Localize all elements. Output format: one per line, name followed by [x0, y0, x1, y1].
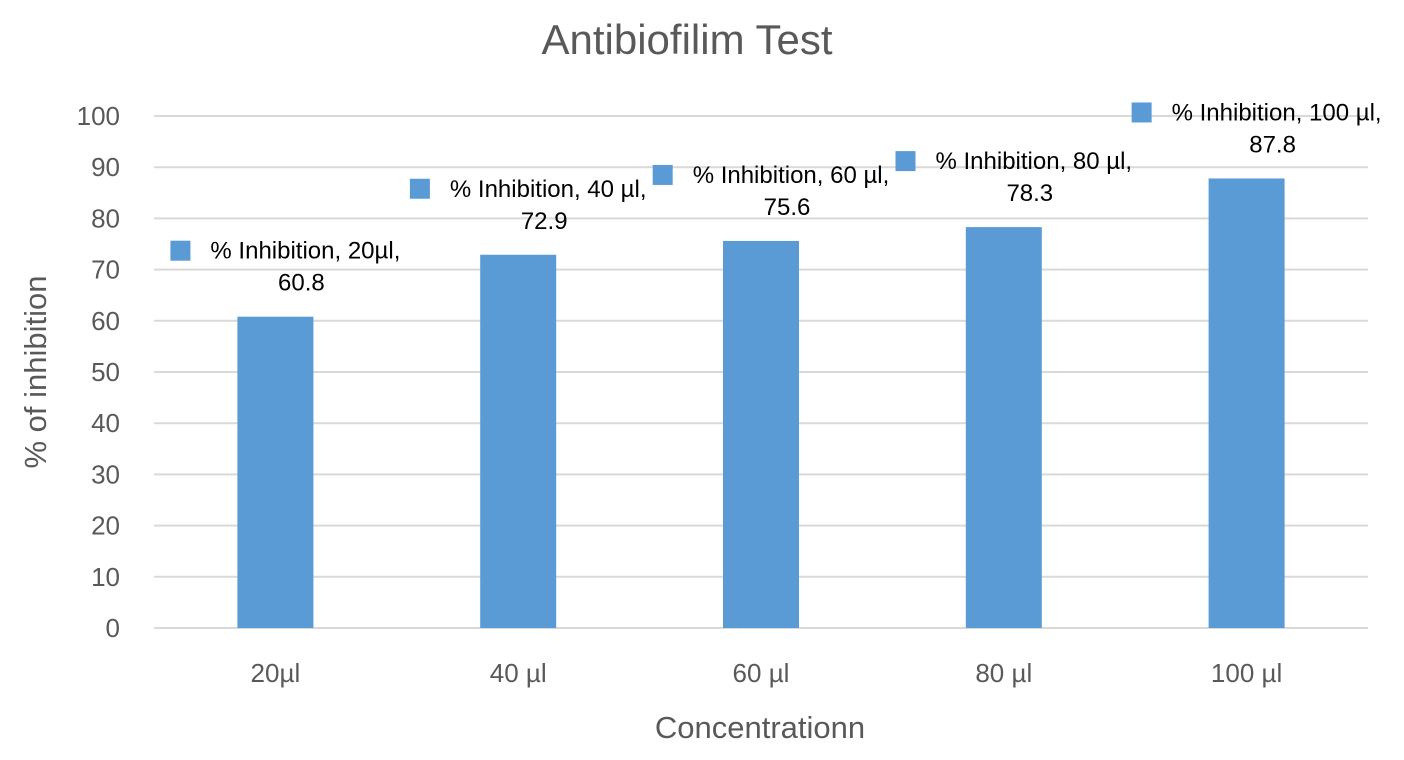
data-label-series-category: % Inhibition, 40 µl,	[450, 176, 647, 203]
data-label-series-category: % Inhibition, 60 µl,	[693, 162, 890, 189]
data-label-value: 72.9	[521, 208, 568, 235]
legend-key-square	[1131, 102, 1152, 123]
bar	[723, 240, 799, 629]
bar	[237, 316, 314, 628]
data-label-series-category: % Inhibition, 100 µl,	[1172, 99, 1382, 126]
y-tick-label: 50	[91, 357, 120, 387]
data-label: % Inhibition, 40 µl, 72.9	[409, 176, 647, 235]
y-tick-label: 40	[91, 408, 120, 438]
y-tick-label: 90	[91, 152, 120, 182]
y-tick-label: 60	[91, 306, 120, 336]
legend-key-square	[409, 178, 430, 199]
data-labels: % Inhibition, 20µl, 60.8 % Inhibition, 40 …	[170, 99, 1382, 297]
data-label: % Inhibition, 20µl, 60.8	[170, 238, 400, 297]
bar	[965, 227, 1042, 628]
data-label: % Inhibition, 100 µl, 87.8	[1131, 99, 1382, 158]
legend-key-square	[895, 151, 916, 172]
x-axis-title: Concentrationn	[655, 710, 865, 745]
bar	[480, 254, 557, 628]
legend-key-square	[652, 164, 673, 185]
bar	[1208, 178, 1285, 629]
y-tick-label: 80	[91, 203, 120, 233]
data-label: % Inhibition, 60 µl, 75.6	[652, 162, 890, 221]
y-axis-title: % of inhibition	[18, 275, 53, 468]
bars	[237, 178, 1285, 629]
data-label-value: 78.3	[1006, 180, 1053, 207]
y-tick-label: 70	[91, 255, 120, 285]
x-tick-label: 60 µl	[733, 658, 790, 688]
y-tick-label: 30	[91, 459, 120, 489]
y-axis-tick-labels: 0 10 20 30 40 50 60 70 80 90 100	[77, 101, 120, 643]
data-label-value: 87.8	[1249, 131, 1296, 158]
x-tick-label: 20µl	[251, 658, 301, 688]
x-tick-label: 80 µl	[975, 658, 1032, 688]
data-label-value: 60.8	[278, 270, 325, 297]
y-tick-label: 100	[77, 101, 120, 131]
y-tick-label: 0	[106, 613, 120, 643]
y-tick-label: 10	[91, 562, 120, 592]
data-label: % Inhibition, 80 µl, 78.3	[895, 148, 1132, 207]
data-label-series-category: % Inhibition, 20µl,	[210, 238, 400, 265]
x-axis-tick-labels: 20µl 40 µl 60 µl 80 µl 100 µl	[251, 658, 1283, 688]
chart-title: Antibiofilim Test	[541, 16, 832, 63]
y-tick-label: 20	[91, 511, 120, 541]
data-label-series-category: % Inhibition, 80 µl,	[935, 148, 1132, 175]
x-tick-label: 100 µl	[1211, 658, 1282, 688]
x-tick-label: 40 µl	[490, 658, 547, 688]
legend-key-square	[170, 240, 191, 261]
data-label-value: 75.6	[764, 194, 811, 221]
